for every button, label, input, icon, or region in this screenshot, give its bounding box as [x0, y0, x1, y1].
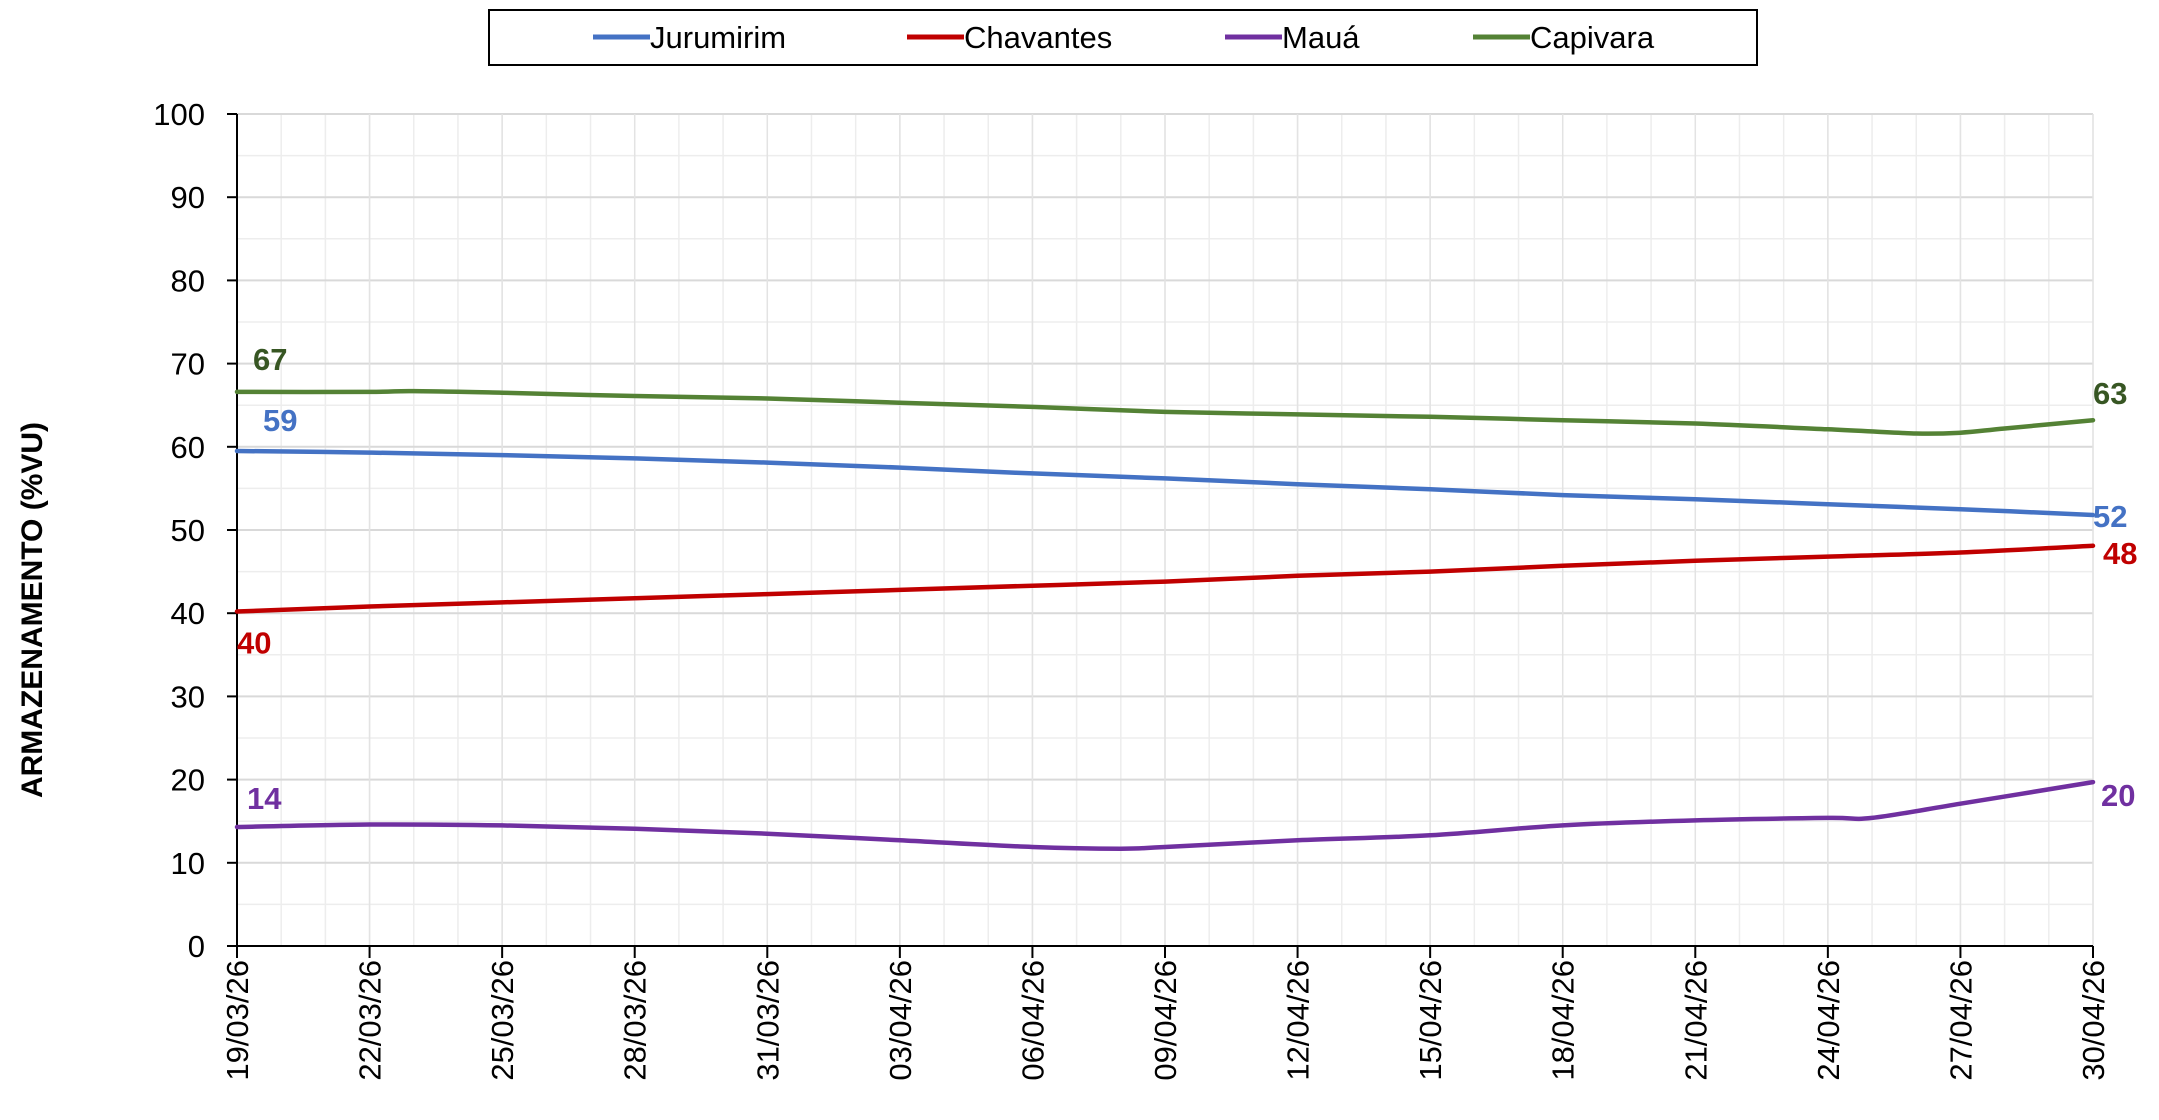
- data-label-start-maua: 14: [247, 781, 282, 816]
- data-label-end-chavantes: 48: [2103, 536, 2137, 571]
- x-tick-label: 25/03/26: [485, 960, 520, 1081]
- y-tick-label: 60: [171, 430, 205, 465]
- y-tick-label: 100: [153, 97, 205, 132]
- grid: [236, 113, 2094, 946]
- legend-label-jurumirim: Jurumirim: [650, 20, 786, 55]
- y-tick-label: 40: [171, 596, 205, 631]
- data-label-end-capivara: 63: [2093, 376, 2127, 411]
- legend-label-maua: Mauá: [1282, 20, 1360, 55]
- x-tick-label: 21/04/26: [1678, 960, 1713, 1081]
- legend-box: [488, 9, 1758, 66]
- x-tick-label: 31/03/26: [750, 960, 785, 1081]
- legend: Jurumirim Chavantes Mauá Capivara: [488, 9, 1758, 66]
- y-tick-label: 80: [171, 263, 205, 298]
- y-tick-label: 10: [171, 846, 205, 881]
- data-label-start-jurumirim: 59: [263, 403, 297, 438]
- data-label-end-maua: 20: [2101, 778, 2135, 813]
- x-tick-label: 27/04/26: [1943, 960, 1978, 1081]
- x-tick-label: 06/04/26: [1015, 960, 1050, 1081]
- x-tick-label: 24/04/26: [1811, 960, 1846, 1081]
- data-label-start-chavantes: 40: [237, 626, 271, 661]
- y-tick-label: 70: [171, 347, 205, 382]
- x-tick-label: 22/03/26: [353, 960, 388, 1081]
- x-tick-label: 28/03/26: [618, 960, 653, 1081]
- x-tick-label: 18/04/26: [1546, 960, 1581, 1081]
- data-labels: 59 52 40 48 14 20 67 63: [237, 342, 2137, 816]
- y-tick-label: 90: [171, 180, 205, 215]
- y-tick-label: 20: [171, 763, 205, 798]
- x-tick-label: 03/04/26: [883, 960, 918, 1081]
- x-tick-label: 19/03/26: [220, 960, 255, 1081]
- series-line-capivara: [234, 388, 2096, 436]
- legend-label-chavantes: Chavantes: [964, 20, 1112, 55]
- series-line-jurumirim: [234, 448, 2096, 518]
- axes: 0 10 20 30 40 50 60 70 80 90 100 19/03/26 22/03/26 25…: [153, 97, 2111, 1081]
- x-tick-label: 09/04/26: [1148, 960, 1183, 1081]
- y-tick-label: 50: [171, 513, 205, 548]
- x-tick-label: 12/04/26: [1281, 960, 1316, 1081]
- data-label-start-capivara: 67: [253, 342, 287, 377]
- x-tick-label: 15/04/26: [1413, 960, 1448, 1081]
- data-label-end-jurumirim: 52: [2093, 499, 2127, 534]
- x-tick-label: 30/04/26: [2076, 960, 2111, 1081]
- legend-label-capivara: Capivara: [1530, 20, 1655, 55]
- y-axis-title: ARMAZENAMENTO (%VU): [16, 422, 49, 798]
- y-tick-label: 0: [188, 929, 205, 964]
- y-tick-label: 30: [171, 679, 205, 714]
- series-line-maua: [234, 779, 2096, 851]
- series-line-chavantes: [234, 543, 2096, 614]
- series-lines: [234, 388, 2096, 851]
